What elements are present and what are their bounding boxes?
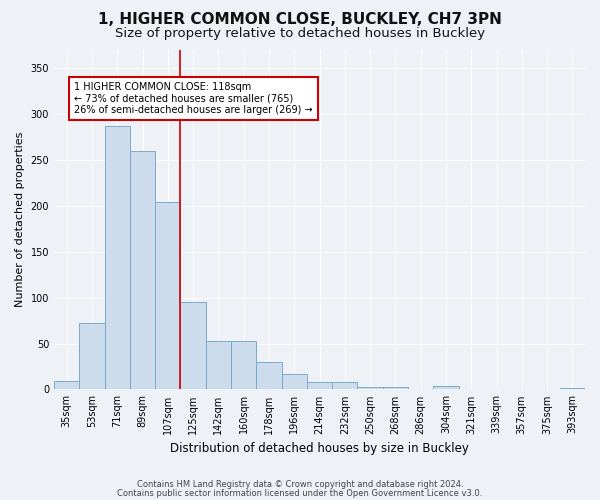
Bar: [54, 381, 79, 390]
Text: 1 HIGHER COMMON CLOSE: 118sqm
← 73% of detached houses are smaller (765)
26% of : 1 HIGHER COMMON CLOSE: 118sqm ← 73% of d…: [74, 82, 313, 116]
Bar: [332, 382, 358, 390]
Text: Contains HM Land Registry data © Crown copyright and database right 2024.: Contains HM Land Registry data © Crown c…: [137, 480, 463, 489]
Bar: [358, 386, 383, 390]
Bar: [104, 126, 130, 390]
Bar: [155, 202, 181, 390]
Bar: [281, 374, 307, 390]
Text: Contains public sector information licensed under the Open Government Licence v3: Contains public sector information licen…: [118, 488, 482, 498]
Bar: [560, 388, 585, 390]
Text: 1, HIGHER COMMON CLOSE, BUCKLEY, CH7 3PN: 1, HIGHER COMMON CLOSE, BUCKLEY, CH7 3PN: [98, 12, 502, 28]
X-axis label: Distribution of detached houses by size in Buckley: Distribution of detached houses by size …: [170, 442, 469, 455]
Bar: [181, 302, 206, 390]
Bar: [79, 324, 104, 390]
Bar: [256, 362, 281, 390]
Bar: [206, 341, 231, 390]
Text: Size of property relative to detached houses in Buckley: Size of property relative to detached ho…: [115, 28, 485, 40]
Bar: [307, 382, 332, 390]
Bar: [383, 386, 408, 390]
Bar: [433, 386, 458, 390]
Bar: [231, 341, 256, 390]
Y-axis label: Number of detached properties: Number of detached properties: [15, 132, 25, 308]
Bar: [130, 151, 155, 390]
